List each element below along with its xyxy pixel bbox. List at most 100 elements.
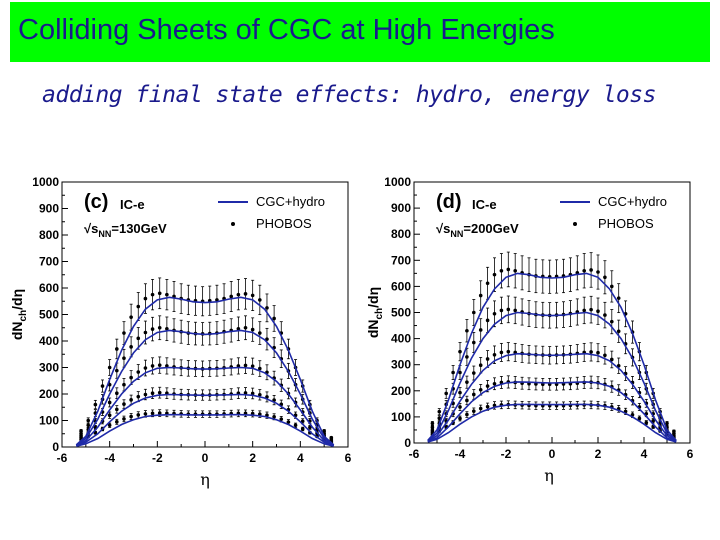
x-tick-label: -6 <box>409 447 420 461</box>
slide-title: Colliding Sheets of CGC at High Energies <box>18 14 555 46</box>
phobos-point <box>458 416 462 421</box>
x-tick-label: 2 <box>249 451 256 465</box>
phobos-point <box>250 293 255 298</box>
y-tick-label: 300 <box>391 358 411 372</box>
legend-label-phobos: PHOBOS <box>598 216 654 231</box>
legend-point-swatch <box>231 222 235 226</box>
phobos-point <box>150 364 155 368</box>
phobos-point <box>136 394 141 399</box>
phobos-point <box>458 370 462 375</box>
y-axis-label: dNch/dη <box>9 289 29 340</box>
x-tick-label: -4 <box>455 447 466 461</box>
phobos-point <box>616 329 621 334</box>
phobos-point <box>506 349 511 354</box>
phobos-point <box>157 325 162 330</box>
model-label: IC-e <box>472 197 497 212</box>
phobos-point <box>458 349 462 354</box>
legend-label-hydro: CGC+hydro <box>598 194 667 209</box>
x-tick-label: 0 <box>202 451 209 465</box>
hydro-curve-4 <box>76 393 334 447</box>
phobos-point <box>122 356 126 361</box>
phobos-point <box>451 370 455 375</box>
phobos-point <box>107 400 112 405</box>
hydro-curve-2 <box>427 311 677 442</box>
phobos-point <box>589 350 593 354</box>
y-tick-label: 800 <box>39 228 59 242</box>
phobos-point <box>582 268 586 273</box>
y-tick-label: 0 <box>404 436 411 450</box>
phobos-point <box>229 294 234 299</box>
x-tick-label: -6 <box>57 451 68 465</box>
phobos-point <box>165 327 169 331</box>
phobos-point <box>478 363 483 368</box>
phobos-point <box>472 310 476 315</box>
phobos-point <box>472 371 476 375</box>
y-tick-label: 100 <box>391 410 411 424</box>
phobos-point <box>513 308 517 313</box>
phobos-point <box>250 391 255 396</box>
phobos-point <box>115 347 119 351</box>
y-tick-label: 200 <box>39 387 59 401</box>
phobos-point <box>472 392 476 397</box>
phobos-point <box>258 366 262 371</box>
phobos-point <box>506 307 511 312</box>
phobos-point <box>610 284 614 289</box>
y-axis-label-main: dN <box>9 322 25 341</box>
phobos-point <box>478 293 483 298</box>
phobos-point <box>485 281 490 286</box>
phobos-point <box>115 391 119 396</box>
phobos-point <box>136 336 141 341</box>
hydro-curve-1 <box>427 272 677 441</box>
phobos-point <box>596 309 600 313</box>
phobos-point <box>437 416 442 421</box>
phobos-point <box>250 364 255 368</box>
phobos-point <box>136 304 141 309</box>
y-tick-label: 900 <box>391 201 411 215</box>
phobos-point <box>100 384 105 388</box>
y-tick-label: 100 <box>39 414 59 428</box>
phobos-point <box>308 425 312 430</box>
y-tick-label: 400 <box>391 332 411 346</box>
phobos-point <box>465 412 469 417</box>
x-tick-label: -2 <box>501 447 512 461</box>
phobos-point <box>651 419 655 423</box>
phobos-point <box>129 398 133 402</box>
phobos-point <box>115 368 119 373</box>
hydro-curve-3 <box>75 366 335 447</box>
phobos-point <box>589 307 593 312</box>
y-axis-label-sub: ch <box>374 308 385 320</box>
energy-label: √sNN=130GeV <box>84 221 167 239</box>
y-tick-label: 600 <box>391 279 411 293</box>
phobos-point <box>596 350 600 355</box>
phobos-point <box>293 423 298 428</box>
phobos-point <box>236 292 241 297</box>
phobos-point <box>157 291 162 296</box>
energy-label-prefix: √s <box>84 221 98 236</box>
phobos-point <box>243 391 248 395</box>
phobos-point <box>279 417 284 421</box>
y-tick-label: 1000 <box>32 175 59 189</box>
y-tick-label: 900 <box>39 202 59 216</box>
phobos-point <box>465 380 469 384</box>
phobos-point <box>143 412 148 416</box>
phobos-point <box>603 353 607 358</box>
phobos-point <box>430 421 435 426</box>
y-axis-label: dNch/dη <box>365 287 385 338</box>
hydro-curve-4 <box>427 381 677 443</box>
phobos-point <box>86 423 91 428</box>
y-tick-label: 800 <box>391 227 411 241</box>
phobos-point <box>150 391 155 396</box>
phobos-point <box>258 392 262 397</box>
x-tick-label: 6 <box>687 447 694 461</box>
phobos-point <box>472 409 476 413</box>
phobos-point <box>465 328 469 333</box>
x-tick-label: 0 <box>549 447 556 461</box>
legend-label-phobos: PHOBOS <box>256 216 312 231</box>
hydro-curve-5 <box>427 403 677 443</box>
phobos-point <box>136 370 141 374</box>
phobos-point <box>129 315 133 319</box>
energy-label-suffix: =200GeV <box>463 221 519 236</box>
y-axis-label-sub: ch <box>18 310 29 322</box>
phobos-point <box>286 420 291 424</box>
phobos-point <box>465 355 469 359</box>
